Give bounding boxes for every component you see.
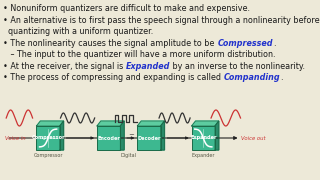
Text: ~: ~ <box>128 132 134 138</box>
Text: • An alternative is to first pass the speech signal through a nonlinearity befor: • An alternative is to first pass the sp… <box>3 15 320 24</box>
Text: Compressed: Compressed <box>217 39 273 48</box>
Polygon shape <box>97 121 124 126</box>
FancyBboxPatch shape <box>137 126 161 150</box>
Text: Voice out: Voice out <box>241 136 266 141</box>
Text: Decoder: Decoder <box>137 136 161 141</box>
Text: – The input to the quantizer will have a more uniform distribution.: – The input to the quantizer will have a… <box>3 50 276 59</box>
FancyBboxPatch shape <box>36 126 60 150</box>
Text: Expander: Expander <box>192 153 215 158</box>
Text: • The process of compressing and expanding is called: • The process of compressing and expandi… <box>3 73 224 82</box>
Text: quantizing with a uniform quantizer.: quantizing with a uniform quantizer. <box>3 27 153 36</box>
Text: Expanded: Expanded <box>126 62 170 71</box>
Text: Encoder: Encoder <box>97 136 120 141</box>
Text: .: . <box>281 73 283 82</box>
FancyBboxPatch shape <box>192 126 215 150</box>
Text: Compressor: Compressor <box>31 136 65 141</box>
Text: • At the receiver, the signal is: • At the receiver, the signal is <box>3 62 126 71</box>
Polygon shape <box>36 121 64 126</box>
Polygon shape <box>60 121 64 150</box>
Text: • The nonlinearity causes the signal amplitude to be: • The nonlinearity causes the signal amp… <box>3 39 217 48</box>
Text: Expander: Expander <box>190 136 217 141</box>
Polygon shape <box>161 121 164 150</box>
Text: Compressor: Compressor <box>33 153 63 158</box>
Text: Digital: Digital <box>121 153 137 158</box>
Polygon shape <box>137 121 164 126</box>
Polygon shape <box>120 121 124 150</box>
Text: .: . <box>273 39 275 48</box>
Polygon shape <box>215 121 219 150</box>
Text: by an inverse to the nonlinearity.: by an inverse to the nonlinearity. <box>171 62 305 71</box>
Text: • Nonuniform quantizers are difficult to make and expensive.: • Nonuniform quantizers are difficult to… <box>3 4 250 13</box>
Polygon shape <box>192 121 219 126</box>
FancyBboxPatch shape <box>97 126 120 150</box>
Text: Voice in: Voice in <box>5 136 26 141</box>
Text: Companding: Companding <box>224 73 280 82</box>
